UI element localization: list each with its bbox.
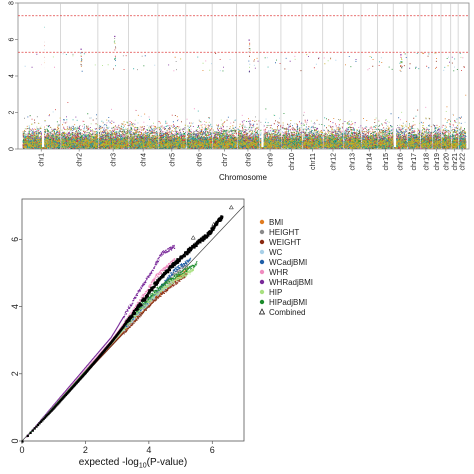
- manhattan-x-tick-label-chr5: chr5: [169, 153, 176, 167]
- qq-y-tick-label-0: 0: [10, 438, 20, 443]
- manhattan-y-tick-label-4: 4: [9, 74, 16, 78]
- manhattan-x-tick-label-chr12: chr12: [330, 153, 337, 171]
- qq-x-axis-title: expected -log10(P-value): [79, 457, 187, 470]
- legend-label-height: HEIGHT: [269, 228, 299, 237]
- qq-series-combined: [21, 215, 224, 443]
- qq-legend: BMIHEIGHTWEIGHTWCWCadjBMIWHRWHRadjBMIHIP…: [258, 218, 313, 317]
- manhattan-y-tick-label-8: 8: [9, 1, 16, 5]
- peak-point-chr16: [400, 54, 402, 56]
- manhattan-x-tick-label-chr21: chr21: [452, 153, 459, 171]
- manhattan-x-tick-label-chr13: chr13: [350, 153, 357, 171]
- manhattan-x-tick-label-chr20: chr20: [443, 153, 450, 171]
- chromosome-dividers: [60, 3, 459, 149]
- legend-marker-height: [259, 229, 265, 235]
- qq-combined-triangle-1: [190, 235, 196, 240]
- legend-label-hip: HIP: [269, 288, 282, 297]
- legend-marker-combined: [258, 308, 266, 315]
- peak-point-chr3: [114, 35, 116, 38]
- qq-series-whradjbmi: [22, 244, 176, 442]
- manhattan-x-tick-label-chr22: chr22: [460, 153, 467, 171]
- manhattan-x-tick-label-chr1: chr1: [39, 153, 46, 167]
- qq-series-whr: [22, 258, 176, 442]
- legend-label-wcadjbmi: WCadjBMI: [269, 258, 307, 267]
- manhattan-x-tick-label-chr18: chr18: [423, 153, 430, 171]
- manhattan-point-cloud-12: [23, 42, 467, 149]
- manhattan-x-axis-title: Chromosome: [219, 173, 268, 182]
- legend-marker-weight: [259, 239, 265, 245]
- manhattan-y-axis: 0 2 4 6 8: [9, 1, 18, 151]
- manhattan-x-axis: chr1 chr2 chr3 chr4 chr5 chr6 chr7 chr8 chr9 chr1…: [39, 149, 467, 171]
- manhattan-point-cloud-8: [22, 31, 467, 149]
- centromere-gap-2: [261, 13, 264, 147]
- manhattan-y-tick-label-0: 0: [9, 147, 16, 151]
- qq-y-tick-label-4: 4: [10, 304, 20, 309]
- qq-x-axis: 0 2 4 6: [19, 441, 215, 455]
- legend-marker-hipadjbmi: [259, 299, 265, 305]
- legend-label-bmi: BMI: [269, 218, 283, 227]
- manhattan-x-tick-label-chr16: chr16: [398, 153, 405, 171]
- qq-x-tick-label-0: 0: [19, 445, 24, 455]
- manhattan-point-cloud-11: [22, 26, 467, 149]
- qq-y-tick-label-6: 6: [10, 237, 20, 242]
- centromere-gap-3: [393, 13, 397, 147]
- legend-marker-hip: [259, 289, 265, 295]
- legend-marker-whr: [259, 269, 265, 275]
- peak-point-chr2: [80, 48, 82, 50]
- qq-x-tick-label-6: 6: [210, 445, 215, 455]
- manhattan-y-tick-label-2: 2: [9, 110, 16, 114]
- qq-x-tick-label-4: 4: [146, 445, 151, 455]
- qq-plot: 0 2 4 6 0 2 4 6 expected -log10(P-value) BMIHE…: [10, 198, 313, 470]
- qq-x-tick-label-2: 2: [83, 445, 88, 455]
- manhattan-x-tick-label-chr19: chr19: [434, 153, 441, 171]
- centromere-gap-1: [41, 13, 45, 147]
- manhattan-x-tick-label-chr9: chr9: [268, 153, 275, 167]
- qq-y-tick-label-2: 2: [10, 371, 20, 376]
- significance-thresholds: [18, 15, 469, 53]
- legend-label-whr: WHR: [269, 268, 288, 277]
- manhattan-x-tick-label-chr15: chr15: [383, 153, 390, 171]
- qq-y-axis: 0 2 4 6: [10, 237, 22, 444]
- manhattan-x-tick-label-chr8: chr8: [245, 153, 252, 167]
- legend-marker-wcadjbmi: [259, 259, 265, 265]
- legend-marker-whradjbmi: [259, 279, 265, 285]
- manhattan-plot-frame: [17, 2, 470, 150]
- manhattan-x-tick-label-chr7: chr7: [222, 153, 229, 167]
- manhattan-x-tick-label-chr17: chr17: [411, 153, 418, 171]
- legend-label-hipadjbmi: HIPadjBMI: [269, 298, 307, 307]
- legend-label-whradjbmi: WHRadjBMI: [269, 278, 313, 287]
- manhattan-point-cloud-2: [22, 27, 467, 149]
- manhattan-x-tick-label-chr14: chr14: [367, 153, 374, 171]
- legend-label-wc: WC: [269, 248, 283, 257]
- manhattan-x-tick-label-chr4: chr4: [141, 153, 148, 167]
- peak-point-chr8: [248, 39, 250, 41]
- manhattan-points: [22, 13, 467, 149]
- legend-label-weight: WEIGHT: [269, 238, 301, 247]
- qq-combined-triangle-2: [211, 221, 217, 226]
- manhattan-x-tick-label-chr2: chr2: [77, 153, 84, 167]
- manhattan-x-tick-label-chr3: chr3: [111, 153, 118, 167]
- manhattan-x-tick-label-chr6: chr6: [196, 153, 203, 167]
- manhattan-x-tick-label-chr10: chr10: [289, 153, 296, 171]
- legend-marker-bmi: [259, 219, 265, 225]
- manhattan-y-tick-label-6: 6: [9, 37, 16, 41]
- legend-label-combined: Combined: [269, 308, 305, 317]
- manhattan-x-tick-label-chr11: chr11: [310, 153, 317, 170]
- legend-marker-wc: [259, 249, 265, 255]
- qq-series: [21, 204, 234, 443]
- qq-combined-triangle-3: [228, 204, 234, 210]
- qq-plot-frame: [21, 198, 245, 442]
